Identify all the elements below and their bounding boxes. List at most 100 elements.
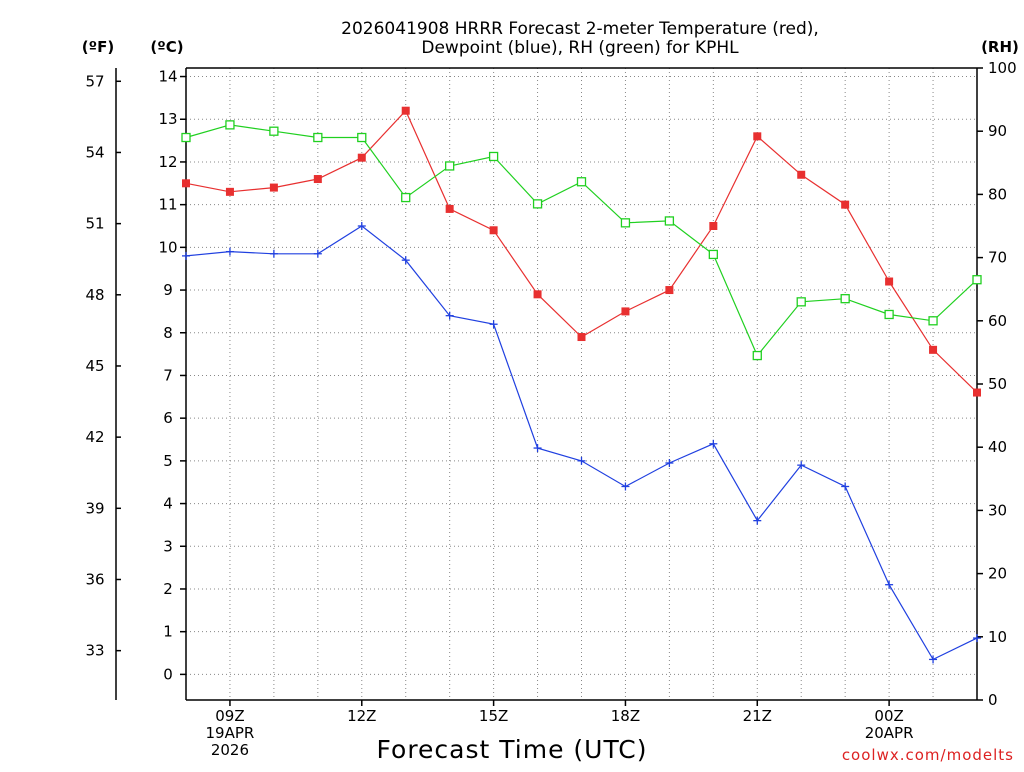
dewpoint-point bbox=[182, 251, 190, 260]
rh-point bbox=[884, 309, 894, 320]
fahrenheit-tick-label: 48 bbox=[85, 286, 104, 304]
x-tick-label: 09Z bbox=[215, 707, 244, 725]
dewpoint-point bbox=[885, 580, 894, 589]
temperature-point bbox=[445, 204, 454, 213]
temperature-point bbox=[533, 290, 542, 299]
celsius-tick-label: 1 bbox=[163, 623, 173, 641]
credit-text: coolwx.com/modelts bbox=[842, 746, 1014, 764]
dewpoint-point bbox=[797, 461, 806, 470]
rh-tick-label: 0 bbox=[988, 691, 998, 709]
dewpoint-point bbox=[929, 655, 938, 664]
chart-title-line1: 2026041908 HRRR Forecast 2-meter Tempera… bbox=[341, 19, 819, 39]
celsius-tick-label: 3 bbox=[163, 537, 173, 555]
dewpoint-point bbox=[621, 482, 630, 491]
axes bbox=[115, 67, 983, 706]
x-tick-label: 00Z bbox=[874, 707, 903, 725]
rh-tick-label: 10 bbox=[988, 628, 1007, 646]
celsius-tick-label: 13 bbox=[158, 110, 177, 128]
rh-point bbox=[445, 161, 455, 171]
rh-tick-label: 90 bbox=[988, 122, 1007, 140]
dewpoint-point bbox=[753, 516, 762, 525]
rh-point bbox=[664, 216, 675, 226]
x-tick-label: 12Z bbox=[347, 707, 376, 725]
fahrenheit-tick-label: 57 bbox=[85, 72, 104, 90]
rh-point bbox=[488, 151, 499, 162]
dewpoint-point bbox=[357, 222, 366, 230]
rh-tick-label: 100 bbox=[988, 59, 1017, 77]
rh-tick-label: 20 bbox=[988, 565, 1007, 583]
dewpoint-point bbox=[401, 256, 410, 265]
rh-point bbox=[576, 177, 587, 187]
temperature-point bbox=[401, 106, 410, 115]
dewpoint-point bbox=[709, 439, 718, 448]
celsius-tick-label: 2 bbox=[163, 580, 173, 598]
tick-labels: 0123456789101112131433363942454851545701… bbox=[85, 59, 1016, 759]
series-group bbox=[181, 106, 982, 664]
fahrenheit-unit-label: (ºF) bbox=[82, 38, 114, 56]
x-tick-label: 2026 bbox=[211, 741, 249, 759]
dewpoint-point bbox=[973, 634, 981, 643]
rh-point bbox=[708, 249, 718, 260]
dewpoint-point bbox=[269, 249, 278, 258]
rh-tick-label: 70 bbox=[988, 249, 1007, 267]
x-tick-label: 20APR bbox=[865, 724, 914, 742]
temperature-point bbox=[709, 222, 718, 230]
temperature-point bbox=[225, 187, 234, 196]
fahrenheit-tick-label: 42 bbox=[85, 428, 104, 446]
rh-point bbox=[269, 126, 279, 136]
celsius-tick-label: 0 bbox=[163, 665, 173, 683]
temperature-point bbox=[621, 307, 630, 316]
temperature-point bbox=[182, 179, 190, 188]
rh-point bbox=[840, 294, 850, 304]
gridlines bbox=[186, 68, 977, 700]
rh-point bbox=[401, 192, 411, 203]
temperature-point bbox=[489, 226, 498, 235]
dewpoint-point bbox=[225, 247, 234, 256]
temperature-point bbox=[577, 333, 586, 342]
temperature-point bbox=[929, 345, 938, 354]
temperature-point bbox=[753, 132, 762, 141]
fahrenheit-tick-label: 36 bbox=[85, 570, 104, 588]
celsius-tick-label: 8 bbox=[163, 324, 173, 342]
celsius-tick-label: 10 bbox=[158, 238, 177, 256]
temperature-point bbox=[269, 183, 278, 192]
x-axis-label: Forecast Time (UTC) bbox=[377, 735, 648, 764]
x-tick-label: 19APR bbox=[206, 724, 255, 742]
temperature-point bbox=[357, 153, 366, 162]
celsius-tick-label: 9 bbox=[163, 281, 173, 299]
rh-point bbox=[181, 132, 191, 143]
temperature-point bbox=[841, 200, 850, 209]
rh-point bbox=[357, 132, 367, 143]
dewpoint-point bbox=[445, 311, 454, 320]
dewpoint-point bbox=[489, 320, 498, 329]
rh-tick-label: 40 bbox=[988, 438, 1007, 456]
dewpoint-series-line bbox=[185, 225, 978, 661]
temperature-point bbox=[797, 170, 806, 179]
celsius-tick-label: 6 bbox=[163, 409, 173, 427]
x-tick-label: 18Z bbox=[611, 707, 640, 725]
rh-point bbox=[796, 297, 806, 307]
temperature-point bbox=[665, 286, 674, 295]
fahrenheit-tick-label: 39 bbox=[85, 499, 104, 517]
dewpoint-point bbox=[313, 249, 322, 258]
dewpoint-point bbox=[577, 456, 586, 465]
fahrenheit-tick-label: 51 bbox=[85, 215, 104, 233]
rh-point bbox=[620, 218, 631, 228]
rh-point bbox=[225, 120, 235, 130]
rh-tick-label: 60 bbox=[988, 312, 1007, 330]
x-tick-label: 15Z bbox=[479, 707, 508, 725]
rh-tick-label: 80 bbox=[988, 185, 1007, 203]
dewpoint-point bbox=[533, 444, 542, 453]
rh-tick-label: 50 bbox=[988, 375, 1007, 393]
celsius-tick-label: 5 bbox=[163, 452, 173, 470]
chart-title-line2: Dewpoint (blue), RH (green) for KPHL bbox=[421, 38, 739, 58]
x-tick-label: 21Z bbox=[743, 707, 772, 725]
rh-point bbox=[752, 350, 762, 361]
celsius-tick-label: 4 bbox=[163, 495, 173, 513]
fahrenheit-tick-label: 33 bbox=[85, 642, 104, 660]
celsius-unit-label: (ºC) bbox=[150, 38, 183, 56]
rh-unit-label: (RH) bbox=[981, 38, 1019, 56]
dewpoint-point bbox=[665, 459, 674, 467]
celsius-tick-label: 12 bbox=[158, 153, 177, 171]
